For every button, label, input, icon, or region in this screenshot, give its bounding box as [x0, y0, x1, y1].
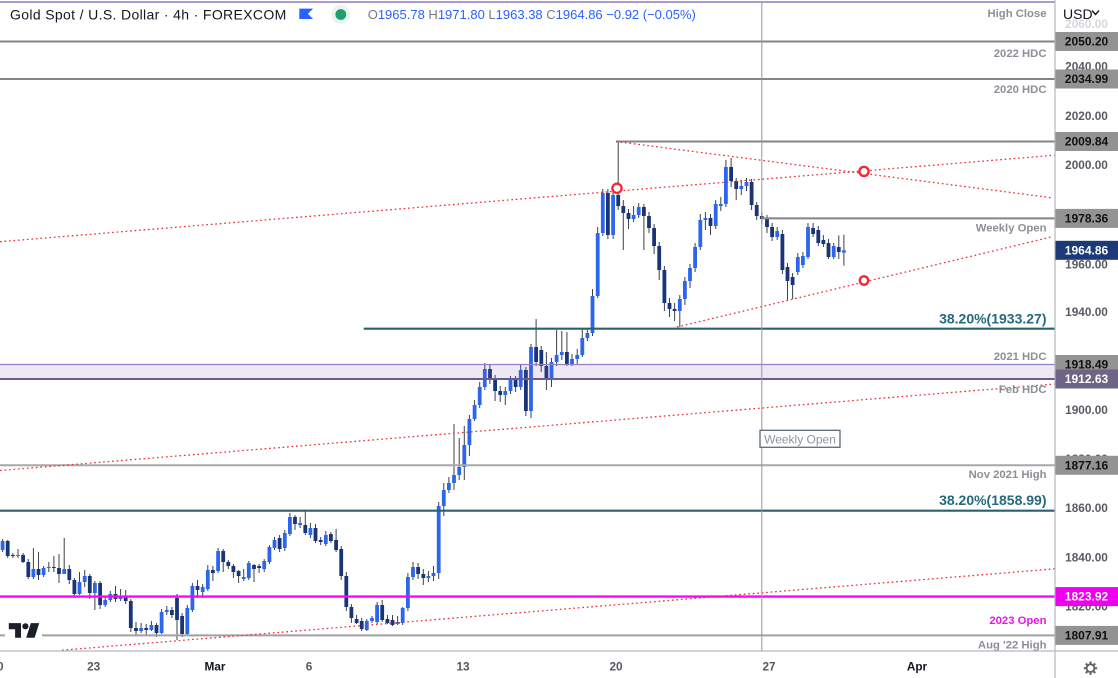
svg-text:Nov 2021 High: Nov 2021 High — [969, 469, 1047, 481]
svg-text:2034.99: 2034.99 — [1065, 72, 1109, 86]
svg-text:1877.16: 1877.16 — [1065, 458, 1109, 472]
svg-text:38.20%(1933.27): 38.20%(1933.27) — [939, 311, 1046, 327]
svg-text:2022 HDC: 2022 HDC — [994, 48, 1047, 60]
svg-text:13: 13 — [456, 660, 470, 674]
svg-text:Aug '22 High: Aug '22 High — [978, 640, 1047, 652]
svg-text:1840.00: 1840.00 — [1065, 550, 1108, 564]
svg-text:Weekly Open: Weekly Open — [976, 223, 1047, 235]
svg-text:2020 HDC: 2020 HDC — [994, 84, 1047, 96]
svg-text:1807.91: 1807.91 — [1065, 628, 1109, 642]
svg-text:Mar: Mar — [205, 660, 226, 674]
svg-text:2000.00: 2000.00 — [1065, 158, 1108, 172]
svg-text:2060.00: 2060.00 — [1065, 17, 1108, 31]
svg-text:Apr: Apr — [907, 660, 928, 674]
svg-text:1940.00: 1940.00 — [1065, 305, 1108, 319]
svg-text:1964.86: 1964.86 — [1065, 243, 1109, 257]
svg-text:1912.63: 1912.63 — [1065, 372, 1109, 386]
svg-text:2021 HDC: 2021 HDC — [994, 351, 1047, 363]
svg-text:2020.00: 2020.00 — [1065, 109, 1108, 123]
svg-text:38.20%(1858.99): 38.20%(1858.99) — [939, 492, 1046, 508]
svg-text:Gold Spot / U.S. Dollar · 4h ·: Gold Spot / U.S. Dollar · 4h · FOREXCOM — [10, 7, 287, 23]
svg-text:Feb HDC: Feb HDC — [999, 384, 1047, 396]
svg-text:6: 6 — [306, 660, 313, 674]
svg-text:1960.00: 1960.00 — [1065, 258, 1108, 272]
svg-text:2050.20: 2050.20 — [1065, 35, 1109, 49]
svg-text:23: 23 — [87, 660, 101, 674]
svg-text:1978.36: 1978.36 — [1065, 211, 1109, 225]
svg-text:2009.84: 2009.84 — [1065, 135, 1109, 149]
svg-text:Weekly Open: Weekly Open — [764, 432, 836, 446]
svg-text:O1965.78 H1971.80 L1963.38 C19: O1965.78 H1971.80 L1963.38 C1964.86 −0.9… — [368, 7, 696, 22]
svg-text:USD: USD — [1063, 6, 1093, 22]
svg-text:1900.00: 1900.00 — [1065, 403, 1108, 417]
svg-text:High Close: High Close — [988, 8, 1047, 20]
svg-text:1860.00: 1860.00 — [1065, 501, 1108, 515]
svg-text:20: 20 — [0, 660, 4, 674]
svg-text:20: 20 — [609, 660, 623, 674]
svg-text:27: 27 — [762, 660, 776, 674]
svg-text:1823.92: 1823.92 — [1065, 590, 1109, 604]
svg-text:1918.49: 1918.49 — [1065, 358, 1109, 372]
svg-text:2023 Open: 2023 Open — [989, 615, 1046, 627]
